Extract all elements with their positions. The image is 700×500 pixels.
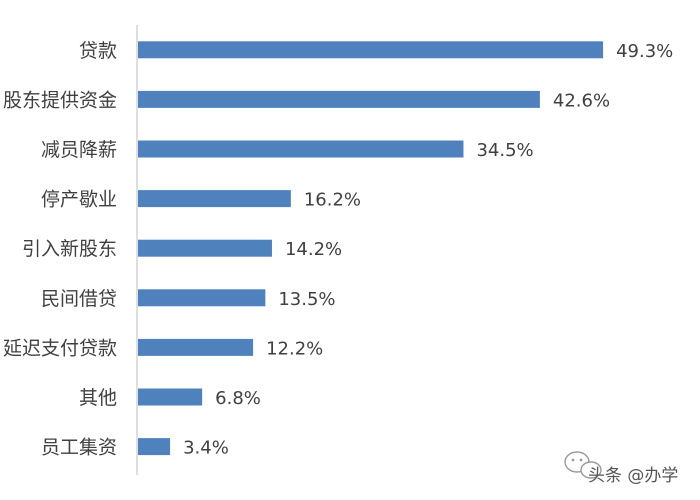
category-label-2: 减员降薪	[41, 139, 117, 161]
bar-4	[138, 239, 272, 257]
category-label-6: 延迟支付贷款	[3, 337, 117, 359]
value-labels-group: 49.3% 42.6% 34.5% 16.2% 14.2% 13.5% 12.2% 6.8% 3…	[183, 41, 673, 459]
bar-3	[138, 190, 291, 208]
category-label-0: 贷款	[79, 40, 117, 62]
bar-2	[138, 140, 464, 158]
category-label-5: 民间借贷	[41, 288, 117, 310]
category-label-4: 引入新股东	[22, 238, 117, 260]
value-label-1: 42.6%	[553, 90, 610, 111]
category-label-7: 其他	[79, 387, 117, 409]
value-label-0: 49.3%	[616, 41, 673, 62]
value-label-5: 13.5%	[278, 289, 335, 310]
value-label-2: 34.5%	[476, 140, 533, 161]
value-label-8: 3.4%	[183, 438, 229, 459]
category-label-8: 员工集资	[41, 437, 117, 459]
value-label-6: 12.2%	[266, 338, 323, 359]
bar-5	[138, 289, 266, 307]
watermark: 头条 @办学	[564, 451, 678, 486]
bar-0	[138, 41, 604, 59]
wechat-bubble-icon	[564, 451, 602, 479]
category-label-1: 股东提供资金	[3, 89, 117, 111]
category-label-3: 停产歇业	[41, 189, 117, 211]
bar-8	[138, 438, 171, 456]
value-label-3: 16.2%	[304, 190, 361, 211]
bars-group	[138, 41, 604, 456]
bar-6	[138, 338, 254, 356]
value-label-4: 14.2%	[285, 239, 342, 260]
watermark-text: 头条 @办学	[588, 466, 678, 486]
bar-1	[138, 90, 540, 108]
bar-7	[138, 388, 203, 406]
value-label-7: 6.8%	[215, 388, 261, 409]
